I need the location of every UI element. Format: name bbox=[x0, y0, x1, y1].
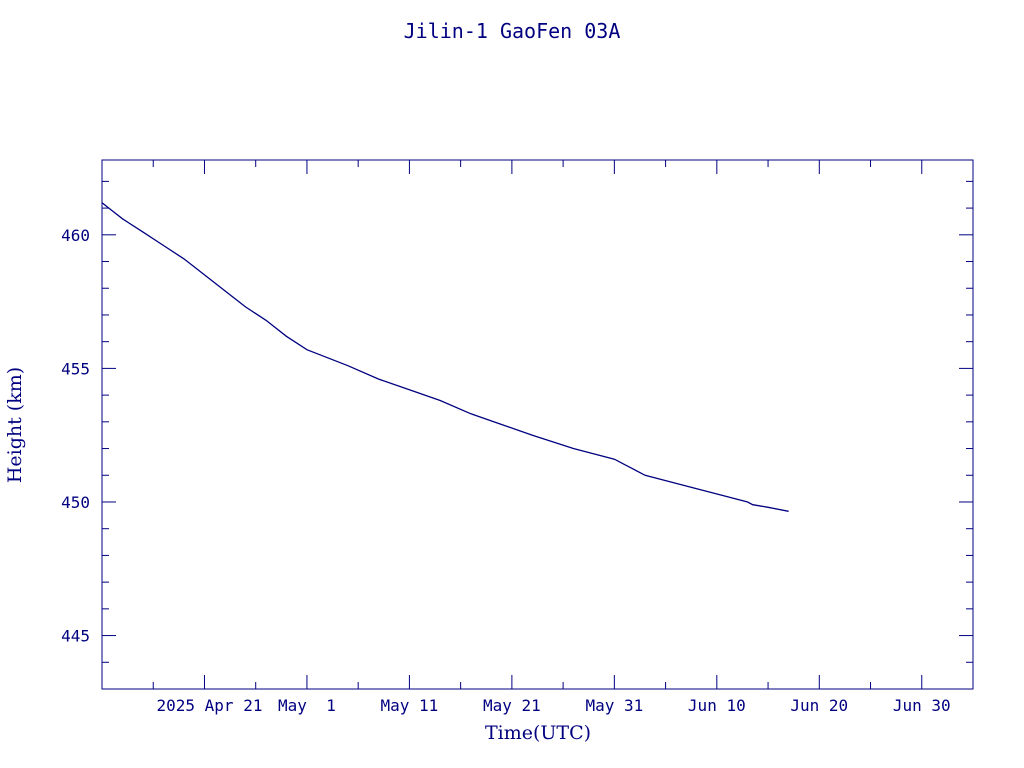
y-axis-label: Height (km) bbox=[4, 367, 26, 483]
x-tick-label: May 31 bbox=[585, 696, 643, 715]
x-tick-label: May 11 bbox=[381, 696, 439, 715]
x-tick-label: Jun 30 bbox=[893, 696, 951, 715]
y-tick-label: 450 bbox=[61, 493, 90, 512]
x-axis-label: Time(UTC) bbox=[485, 722, 591, 744]
y-tick-label: 445 bbox=[61, 627, 90, 646]
y-tick-label: 460 bbox=[61, 226, 90, 245]
x-tick-label: Jun 10 bbox=[688, 696, 746, 715]
x-tick-label: Jun 20 bbox=[790, 696, 848, 715]
chart-title: Jilin-1 GaoFen 03A bbox=[404, 19, 621, 43]
y-axis: 445 450 455 460 bbox=[61, 180, 973, 690]
x-tick-label: May 21 bbox=[483, 696, 541, 715]
x-tick-label: 2025 Apr 21 bbox=[157, 696, 263, 715]
plot-frame bbox=[101, 159, 974, 690]
series-line bbox=[101, 202, 789, 512]
x-tick-label: May 1 bbox=[278, 696, 336, 715]
x-axis: 2025 Apr 21 May 1 May 11 May 21 May 31 Jun 10… bbox=[101, 160, 974, 715]
y-tick-label: 455 bbox=[61, 359, 90, 378]
